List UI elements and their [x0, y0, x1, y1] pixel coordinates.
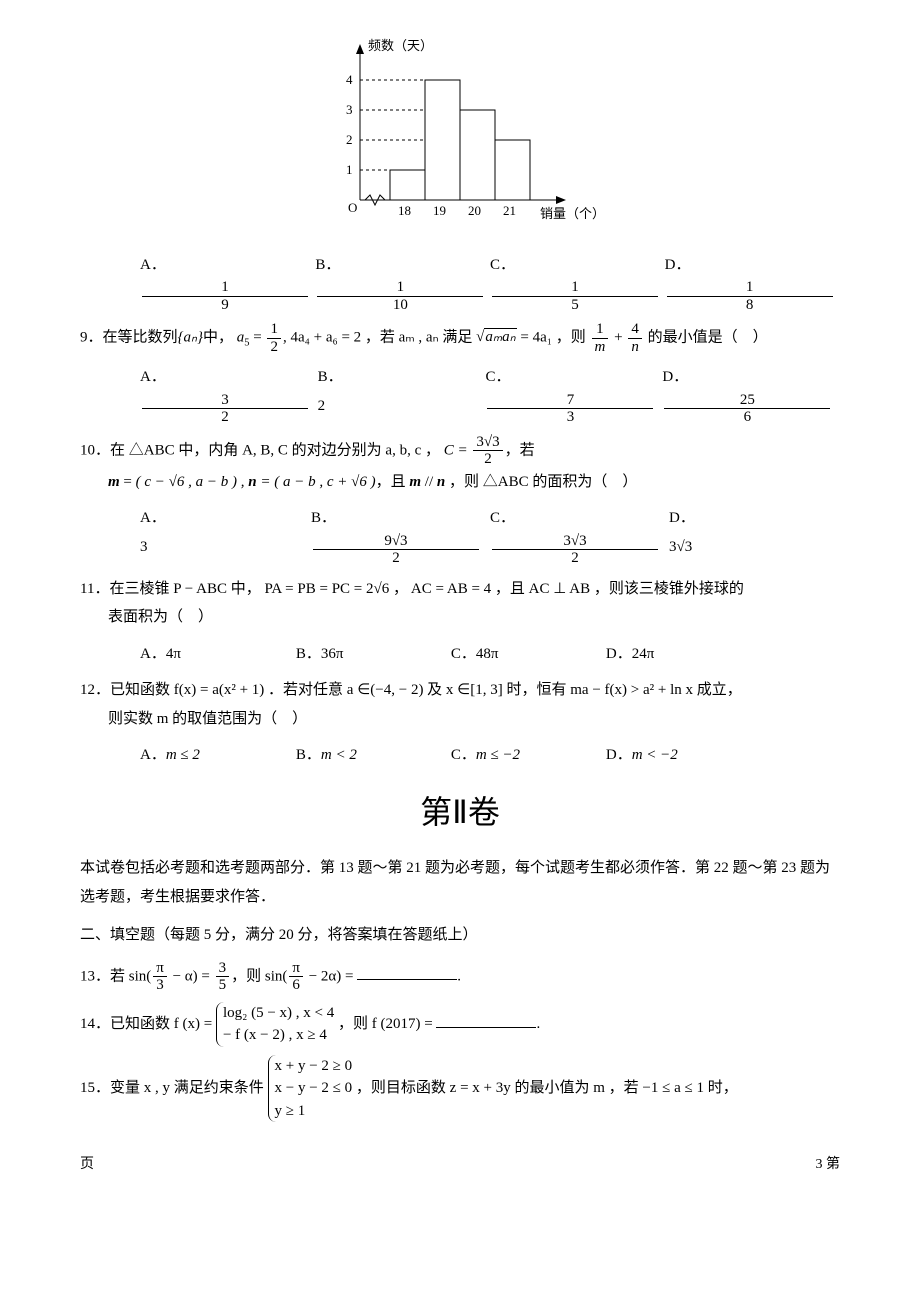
question-12: 12．已知函数 f(x) = a(x² + 1) ．若对任意 a ∈(−4, −…: [80, 676, 840, 733]
choice-a: A．4π: [140, 640, 296, 669]
svg-text:19: 19: [433, 203, 446, 218]
q9-tail: 的最小值是（ ）: [644, 329, 768, 345]
q15-c3: y ≥ 1: [275, 1100, 353, 1123]
q9-eq2: , 4a₄ + a₆ = 2 ，若 aₘ , aₙ 满足: [283, 329, 476, 345]
q10-choices: A． 3 B． 9√32 C． 3√32 D． 3√3: [80, 504, 840, 567]
choice-a: A．32: [140, 363, 318, 426]
q10-tail: ，则 △ABC 的面积为（ ）: [445, 474, 637, 490]
x-axis-label: 销量（个）: [540, 206, 605, 221]
q10-l1b: ，若: [505, 442, 535, 458]
choice-c: C．48π: [451, 640, 606, 669]
q10-nval: = ( a − b , c + √6 ): [257, 474, 376, 490]
choice-d: D． 3√3: [669, 504, 840, 567]
question-10: 10．在 △ABC 中，内角 A, B, C 的对边分别为 a, b, c ， …: [80, 434, 840, 497]
choice-b: B．m < 2: [296, 741, 451, 770]
q10-eq: =: [120, 474, 136, 490]
choice-c: C．m ≤ −2: [451, 741, 606, 770]
svg-text:3: 3: [346, 102, 353, 117]
svg-text:1: 1: [346, 162, 353, 177]
q9-mid1: 中，: [203, 329, 233, 345]
q15-c2: x − y − 2 ≤ 0: [275, 1077, 353, 1100]
q13-mid2: ，则 sin(: [231, 968, 287, 984]
origin-label: O: [348, 200, 357, 215]
choice-a: A． 3: [140, 504, 311, 567]
choice-b: B．36π: [296, 640, 451, 669]
q10-n2: n: [437, 474, 445, 490]
q10-mval: ( c − √6 , a − b ) ,: [136, 474, 249, 490]
q14-c1: log₂ (5 − x) , x < 4: [223, 1002, 334, 1025]
histogram-chart: O 1 2 3 4 18 19 20 21 频数（天） 销量（个）: [80, 40, 840, 241]
q11-choices: A．4π B．36π C．48π D．24π: [80, 640, 840, 669]
question-13: 13．若 sin(π3 − α) = 35，则 sin(π6 − 2α) = .: [80, 960, 840, 994]
choice-b: B． 9√32: [311, 504, 490, 567]
q10-ceq: C =: [444, 442, 472, 458]
q9-sqrt: aₘaₙ: [484, 328, 516, 345]
svg-text:21: 21: [503, 203, 516, 218]
part2-title: 第Ⅱ卷: [80, 782, 840, 843]
choice-a: A．m ≤ 2: [140, 741, 296, 770]
q15-pre: 15．变量 x , y 满足约束条件: [80, 1080, 268, 1096]
q14-cases: log₂ (5 − x) , x < 4 − f (x − 2) , x ≥ 4: [216, 1002, 334, 1047]
q9-prefix: 9．在等比数列: [80, 329, 178, 345]
q13-pre: 13．若 sin(: [80, 968, 151, 984]
q10-m: m: [108, 474, 120, 490]
q14-pre: 14．已知函数 f (x) =: [80, 1016, 216, 1032]
q10-par: //: [421, 474, 437, 490]
q9-eq3: = 4a₁ ，则: [517, 329, 590, 345]
page-footer: 页 3 第: [80, 1152, 840, 1179]
part2-intro: 本试卷包括必考题和选考题两部分．第 13 题～第 21 题为必考题，每个试题考生…: [80, 854, 840, 911]
q14-c2: − f (x − 2) , x ≥ 4: [223, 1024, 334, 1047]
svg-text:18: 18: [398, 203, 411, 218]
q11-text: 11．在三棱锥 P − ABC 中， PA = PB = PC = 2√6 ， …: [80, 581, 744, 597]
choice-c: C． 3√32: [490, 504, 669, 567]
q10-n: n: [248, 474, 256, 490]
choice-c: C．73: [485, 363, 662, 426]
choice-d: D．m < −2: [606, 741, 762, 770]
choice-d: D．24π: [606, 640, 762, 669]
choice-a: A．19: [140, 251, 315, 314]
q11-text2: 表面积为（ ）: [80, 603, 840, 632]
choice-d: D．18: [665, 251, 840, 314]
q14-post: ，则 f (2017) =: [338, 1016, 436, 1032]
q15-post: ，则目标函数 z = x + 3y 的最小值为 m ，若 −1 ≤ a ≤ 1 …: [356, 1080, 738, 1096]
question-11: 11．在三棱锥 P − ABC 中， PA = PB = PC = 2√6 ， …: [80, 575, 840, 632]
q12-choices: A．m ≤ 2 B．m < 2 C．m ≤ −2 D．m < −2: [80, 741, 840, 770]
footer-right: 3 第: [816, 1152, 841, 1179]
q12-text: 12．已知函数 f(x) = a(x² + 1) ．若对任意 a ∈(−4, −…: [80, 682, 742, 698]
question-14: 14．已知函数 f (x) = log₂ (5 − x) , x < 4 − f…: [80, 1002, 840, 1047]
blank-13: [357, 964, 457, 980]
q12-text2: 则实数 m 的取值范围为（ ）: [80, 705, 840, 734]
q10-m2: m: [409, 474, 421, 490]
q9-choices: A．32 B．2 C．73 D．256: [80, 363, 840, 426]
q15-cases: x + y − 2 ≥ 0 x − y − 2 ≤ 0 y ≥ 1: [268, 1055, 353, 1123]
q9-seq: {aₙ}: [178, 329, 203, 345]
q13-post: − 2α) =: [305, 968, 357, 984]
histogram-svg: O 1 2 3 4 18 19 20 21 频数（天） 销量（个）: [330, 40, 590, 230]
svg-text:2: 2: [346, 132, 353, 147]
blank-14: [436, 1012, 536, 1028]
q13-mid: − α) =: [169, 968, 214, 984]
question-9: 9．在等比数列{aₙ}中， a5 = 12, 4a₄ + a₆ = 2 ，若 a…: [80, 321, 840, 355]
svg-text:4: 4: [346, 72, 353, 87]
question-15: 15．变量 x , y 满足约束条件 x + y − 2 ≥ 0 x − y −…: [80, 1055, 840, 1123]
choice-b: B．2: [318, 363, 486, 426]
q9-plus: +: [610, 329, 626, 345]
q15-c1: x + y − 2 ≥ 0: [275, 1055, 353, 1078]
section-2-heading: 二、填空题（每题 5 分，满分 20 分，将答案填在答题纸上）: [80, 921, 840, 950]
choice-b: B．110: [315, 251, 490, 314]
choice-d: D．256: [662, 363, 840, 426]
q8-choices: A．19 B．110 C．15 D．18: [80, 251, 840, 314]
q10-cond: ，且: [376, 474, 410, 490]
footer-left: 页: [80, 1152, 94, 1179]
y-axis-label: 频数（天）: [368, 38, 433, 53]
choice-c: C．15: [490, 251, 665, 314]
svg-text:20: 20: [468, 203, 481, 218]
q10-l1a: 10．在 △ABC 中，内角 A, B, C 的对边分别为 a, b, c ，: [80, 442, 440, 458]
